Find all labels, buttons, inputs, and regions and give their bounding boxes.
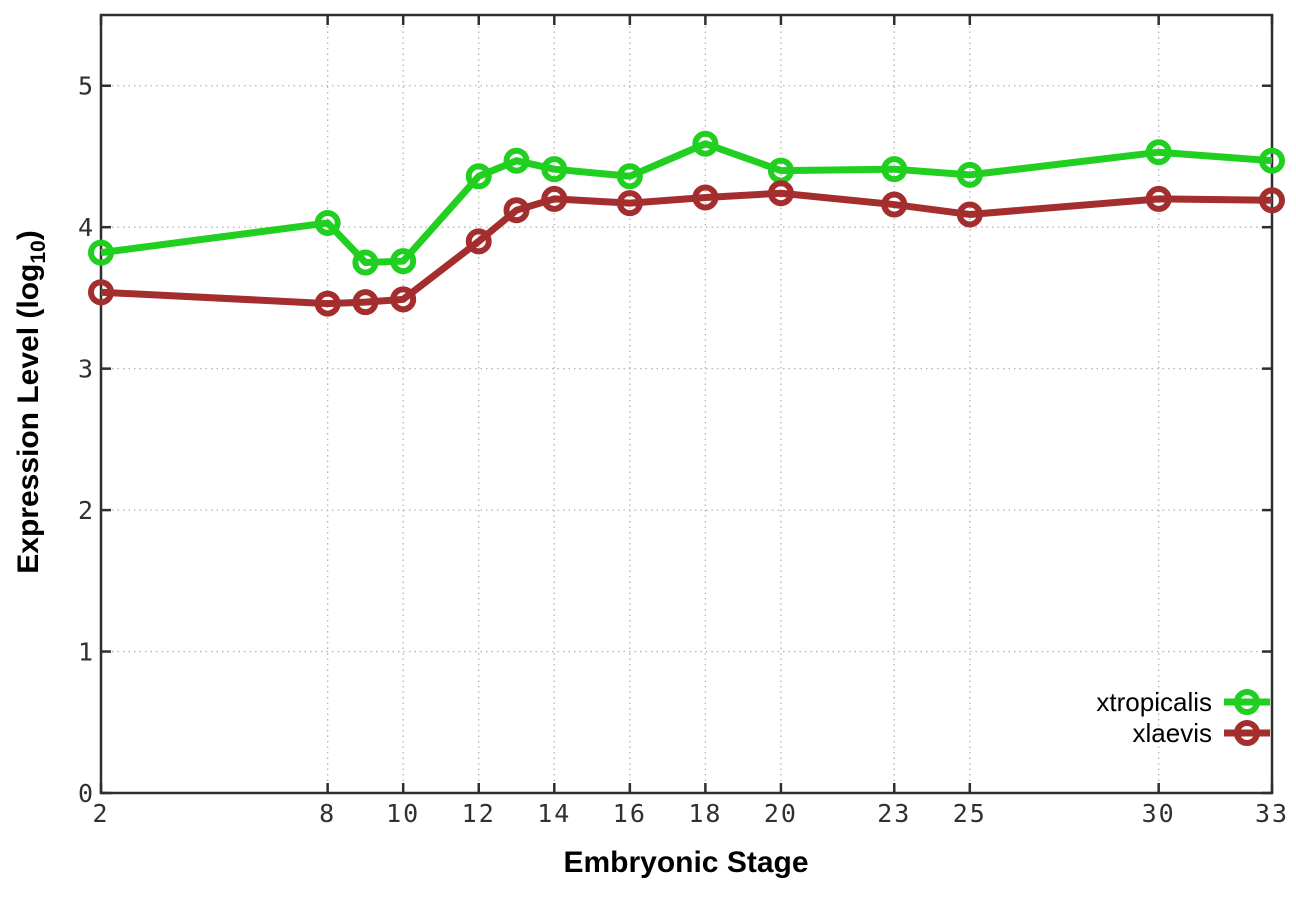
data-point-marker-xlaevis [352,289,379,316]
x-tick-label: 20 [764,799,798,828]
data-point-marker-xtropicalis [503,147,530,174]
data-point-marker-xtropicalis [616,163,643,190]
data-point-marker-xlaevis [956,201,983,228]
data-point-marker-xlaevis [616,190,643,217]
data-point-marker-xtropicalis [390,248,417,275]
data-point-marker-xlaevis [503,197,530,224]
y-tick-label: 1 [78,638,93,667]
plot-border [99,13,1274,795]
x-tick-label: 18 [688,799,722,828]
data-point-marker-xlaevis [1259,187,1285,214]
data-point-marker-xlaevis [390,286,417,313]
data-point-marker-xtropicalis [88,239,114,266]
data-point-marker-xtropicalis [1145,139,1172,166]
data-point-marker-xlaevis [88,279,114,306]
series-line-xlaevis [100,189,1273,308]
data-point-marker-xtropicalis [541,156,568,183]
x-tick-label: 16 [613,799,647,828]
x-tick-label: 14 [537,799,571,828]
data-point-marker-xtropicalis [314,209,341,236]
x-tick-label: 12 [462,799,496,828]
x-axis-title: Embryonic Stage [563,846,809,879]
y-tick-label: 3 [78,355,93,384]
y-tick-label: 2 [78,496,93,525]
y-tick-label: 0 [78,779,93,808]
data-point-marker-xlaevis [881,191,908,218]
x-tick-label: 10 [386,799,420,828]
data-point-marker-xtropicalis [692,130,719,157]
data-point-marker-xlaevis [465,228,492,255]
x-tick-label: 25 [953,799,987,828]
data-point-marker-xtropicalis [352,249,379,276]
x-tick-label: 2 [92,799,109,828]
y-axis-title: Expression Level (log10) [12,2,56,802]
x-tick-label: 33 [1255,799,1289,828]
legend-label-xlaevis: xlaevis [1133,718,1212,748]
data-point-marker-xlaevis [314,290,341,317]
y-axis-title-suffix: ) [12,230,45,241]
data-point-marker-xlaevis [541,185,568,212]
y-axis-title-text: Expression Level (log [12,263,45,574]
y-tick-label: 5 [78,72,93,101]
legend-label-xtropicalis: xtropicalis [1096,687,1212,717]
data-point-marker-xlaevis [1145,185,1172,212]
data-point-marker-xtropicalis [881,156,908,183]
data-point-marker-xtropicalis [956,161,983,188]
y-axis-title-subscript: 10 [27,240,50,264]
data-point-marker-xtropicalis [1259,147,1285,174]
x-tick-label: 8 [319,799,336,828]
x-tick-label: 30 [1142,799,1176,828]
data-point-marker-xlaevis [692,184,719,211]
legend-marker-xlaevis [1234,720,1260,746]
x-tick-label: 23 [877,799,911,828]
data-point-marker-xtropicalis [465,163,492,190]
legend-marker-xtropicalis [1234,689,1260,715]
data-point-marker-xlaevis [767,180,794,207]
y-tick-label: 4 [78,213,93,242]
